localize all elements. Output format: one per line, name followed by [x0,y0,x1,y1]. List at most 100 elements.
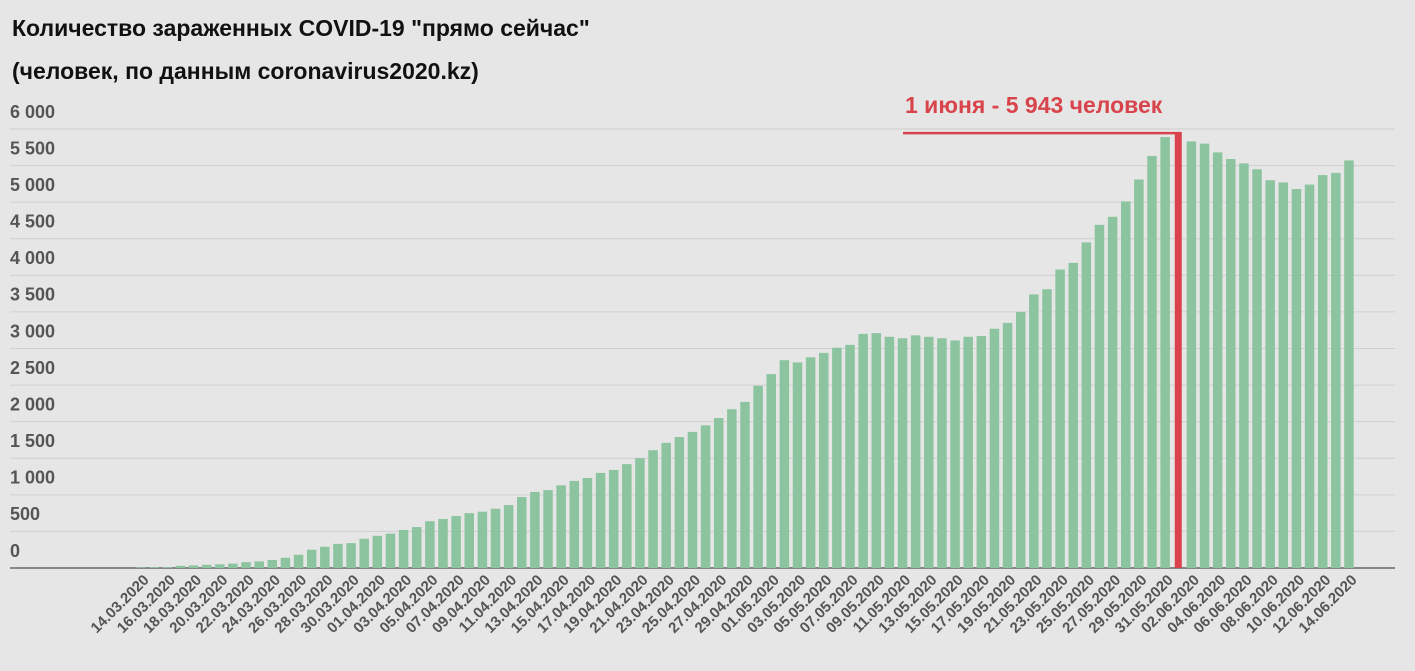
bar [267,559,278,568]
bar [320,546,330,568]
bar [832,347,842,568]
bar [215,564,225,568]
bar [1199,143,1210,568]
bar [149,567,159,568]
bar [963,336,973,568]
bar [1331,172,1341,568]
bar [543,490,553,568]
bar [162,567,173,568]
bar [1212,152,1223,568]
bar [228,563,238,568]
bar [1015,311,1026,568]
y-tick-label: 500 [10,504,40,524]
bar [740,401,750,568]
y-tick-label: 3 000 [10,321,55,341]
bar [950,340,960,568]
bar [976,336,987,568]
bar [871,333,882,568]
bar [477,511,488,568]
bar [805,357,816,568]
bar [359,538,369,568]
y-tick-label: 5 500 [10,138,55,158]
bar [1029,294,1039,568]
bar [635,458,645,568]
y-tick-label: 1 500 [10,431,55,451]
y-tick-label: 2 000 [10,394,55,414]
chart-title: Количество зараженных COVID-19 "прямо се… [12,15,590,41]
bar [175,565,186,568]
bar [713,418,724,568]
bar [385,533,396,568]
bar [517,497,527,568]
bar [530,491,540,568]
bar [674,437,685,568]
bar [845,344,855,568]
bar [254,561,264,568]
bar [398,529,409,568]
bar [884,336,895,568]
chart-subtitle: (человек, по данным coronavirus2020.kz) [12,58,479,84]
bar [293,554,304,568]
bar [1068,262,1078,568]
bar [490,508,501,568]
y-tick-label: 4 500 [10,212,55,232]
bar [582,478,593,568]
bar [333,543,343,568]
bar [1094,224,1105,568]
bar [556,485,566,568]
bar [1121,201,1131,568]
bar [819,352,829,568]
y-tick-label: 5 000 [10,175,55,195]
bar [1304,184,1315,568]
bar [188,565,199,568]
bar [280,557,291,568]
bar [897,338,908,568]
bar [438,518,448,568]
bar [595,472,606,568]
bar [1317,175,1328,568]
bar [937,338,947,568]
bar [503,505,514,568]
annotation: 1 июня - 5 943 человек [905,92,1163,118]
bar [661,442,671,568]
bar [753,385,763,568]
bar [910,335,921,568]
bar [608,469,619,568]
bar [201,564,212,568]
bar [1226,158,1236,568]
bar [1081,242,1092,569]
bar [648,450,658,568]
y-tick-label: 6 000 [10,102,55,122]
bar [241,562,251,568]
bar [346,543,356,568]
bar [727,409,737,568]
bar [779,360,790,568]
y-tick-label: 4 000 [10,248,55,268]
bar [1186,141,1197,568]
bar [1134,179,1144,569]
bar [924,336,934,568]
bar [622,464,632,568]
bar [1344,160,1354,568]
bar [425,521,435,568]
bar [766,374,776,568]
bar [1107,216,1118,569]
bar [1055,269,1065,568]
bar [1252,169,1262,568]
y-tick-label: 2 500 [10,358,55,378]
bar [1265,180,1275,568]
y-tick-label: 0 [10,541,20,561]
bar [1002,322,1013,568]
bar [1174,133,1182,568]
bar [1147,156,1157,569]
bar [451,516,461,568]
bar [1291,188,1302,568]
bar [464,513,474,568]
bar [1160,137,1170,568]
bar [687,431,698,568]
bar [569,480,580,568]
bar [700,425,711,568]
bar [792,362,803,568]
bar [1239,163,1249,568]
